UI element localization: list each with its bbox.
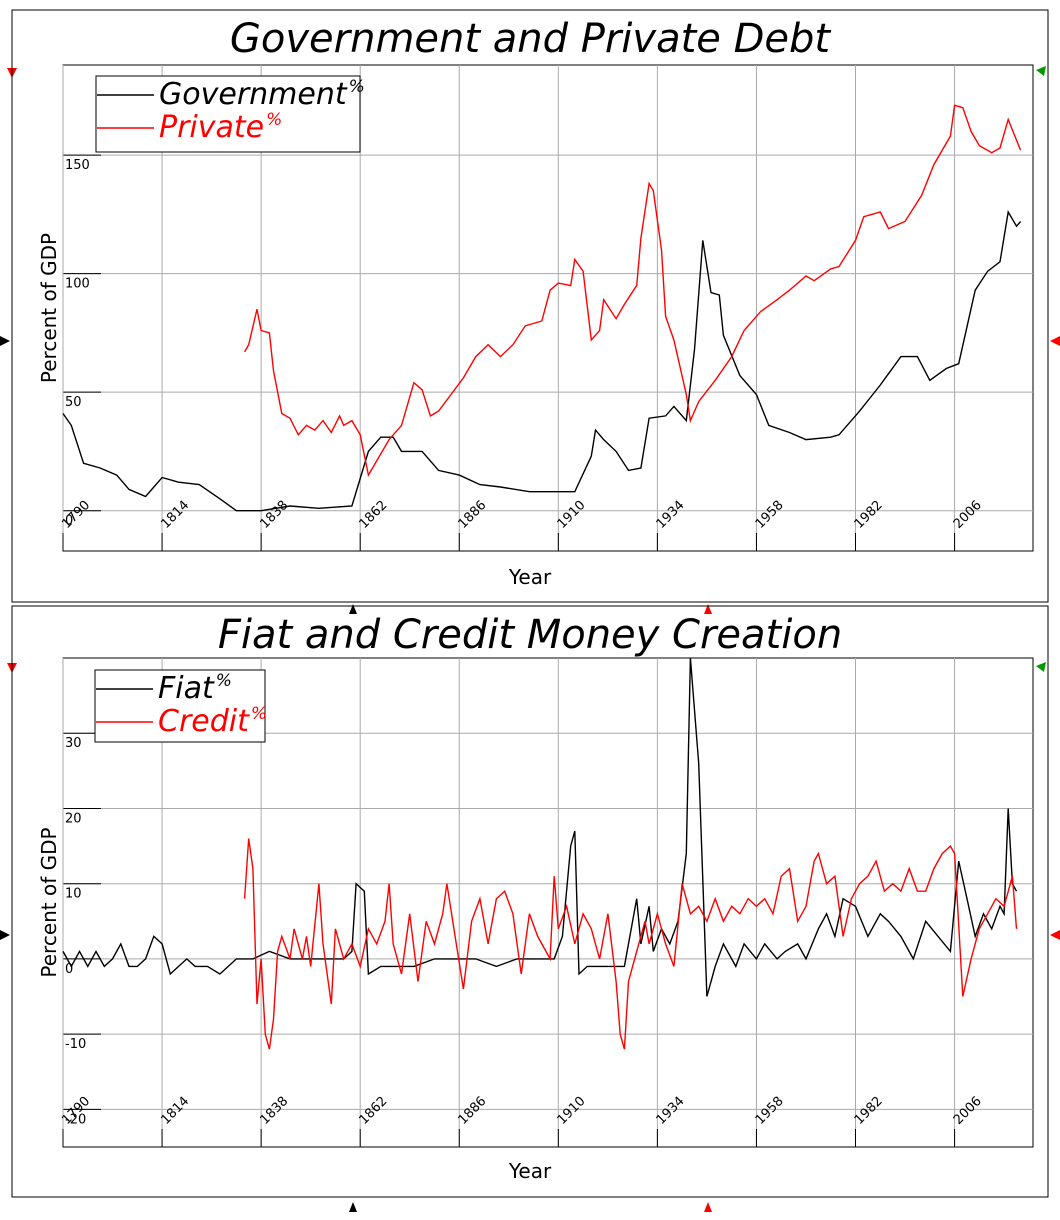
legend-box bbox=[94, 669, 266, 743]
x-tick-label: 1814 bbox=[158, 498, 192, 532]
handle bbox=[349, 604, 357, 614]
x-tick-label: 2006 bbox=[951, 498, 985, 532]
handle bbox=[0, 930, 10, 940]
y-tick-label: 0 bbox=[65, 962, 73, 977]
chart-title: Fiat and Credit Money Creation bbox=[218, 612, 842, 658]
chart-title: Government and Private Debt bbox=[230, 16, 832, 62]
y-tick-label: 20 bbox=[65, 811, 82, 826]
x-tick-label: 1886 bbox=[455, 498, 489, 532]
x-tick-label: 1910 bbox=[555, 1094, 589, 1128]
x-tick-label: 1958 bbox=[753, 498, 787, 532]
legend-units: % bbox=[216, 671, 232, 691]
handle bbox=[1036, 662, 1046, 672]
legend-box bbox=[95, 75, 361, 153]
handle bbox=[704, 1202, 712, 1212]
y-tick-label: 150 bbox=[65, 158, 90, 173]
handle bbox=[1050, 336, 1060, 346]
x-tick-label: 2006 bbox=[951, 1094, 985, 1128]
y-tick-label: 50 bbox=[65, 395, 82, 410]
series-line bbox=[62, 209, 1022, 512]
legend-units: % bbox=[266, 110, 282, 130]
y-axis-label: Percent of GDP bbox=[37, 233, 61, 383]
x-tick-label: 1886 bbox=[455, 1094, 489, 1128]
y-tick-label: -10 bbox=[65, 1037, 86, 1052]
x-tick-label: 1982 bbox=[852, 498, 886, 532]
y-tick-label: 30 bbox=[65, 736, 82, 751]
x-tick-label: 1862 bbox=[356, 1094, 390, 1128]
x-axis-label: Year bbox=[508, 1159, 552, 1183]
legend-label: Fiat bbox=[158, 671, 215, 706]
legend-units: % bbox=[251, 704, 267, 724]
handle bbox=[1050, 930, 1060, 940]
handle bbox=[1036, 66, 1046, 76]
chart-frame bbox=[11, 605, 1049, 1198]
chart-frame bbox=[11, 9, 1049, 603]
legend-label: Government bbox=[159, 77, 348, 112]
x-tick-label: 1934 bbox=[654, 498, 688, 532]
x-tick-label: 1838 bbox=[257, 498, 291, 532]
y-tick-label: 10 bbox=[65, 887, 82, 902]
handle bbox=[704, 604, 712, 614]
y-tick-label: 0 bbox=[65, 514, 73, 529]
x-tick-label: 1790 bbox=[59, 498, 93, 532]
x-tick-label: 1934 bbox=[654, 1094, 688, 1128]
y-tick-label: -20 bbox=[65, 1112, 86, 1127]
x-tick-label: 1814 bbox=[158, 1094, 192, 1128]
handles bbox=[0, 66, 1060, 1212]
x-tick-label: 1982 bbox=[852, 1094, 886, 1128]
legend-label: Credit bbox=[158, 704, 250, 739]
series-line bbox=[62, 657, 1018, 997]
x-tick-label: 1862 bbox=[356, 498, 390, 532]
series-line bbox=[243, 838, 1018, 1050]
x-tick-label: 1958 bbox=[753, 1094, 787, 1128]
x-tick-label: 1910 bbox=[555, 498, 589, 532]
x-tick-label: 1838 bbox=[257, 1094, 291, 1128]
y-axis-label: Percent of GDP bbox=[37, 827, 61, 977]
y-tick-label: 100 bbox=[65, 277, 90, 292]
series-line bbox=[243, 104, 1022, 478]
legend-label: Private bbox=[159, 110, 264, 145]
handle bbox=[0, 336, 10, 346]
x-axis-label: Year bbox=[508, 565, 552, 589]
handle bbox=[349, 1202, 357, 1212]
legend-units: % bbox=[349, 77, 365, 97]
